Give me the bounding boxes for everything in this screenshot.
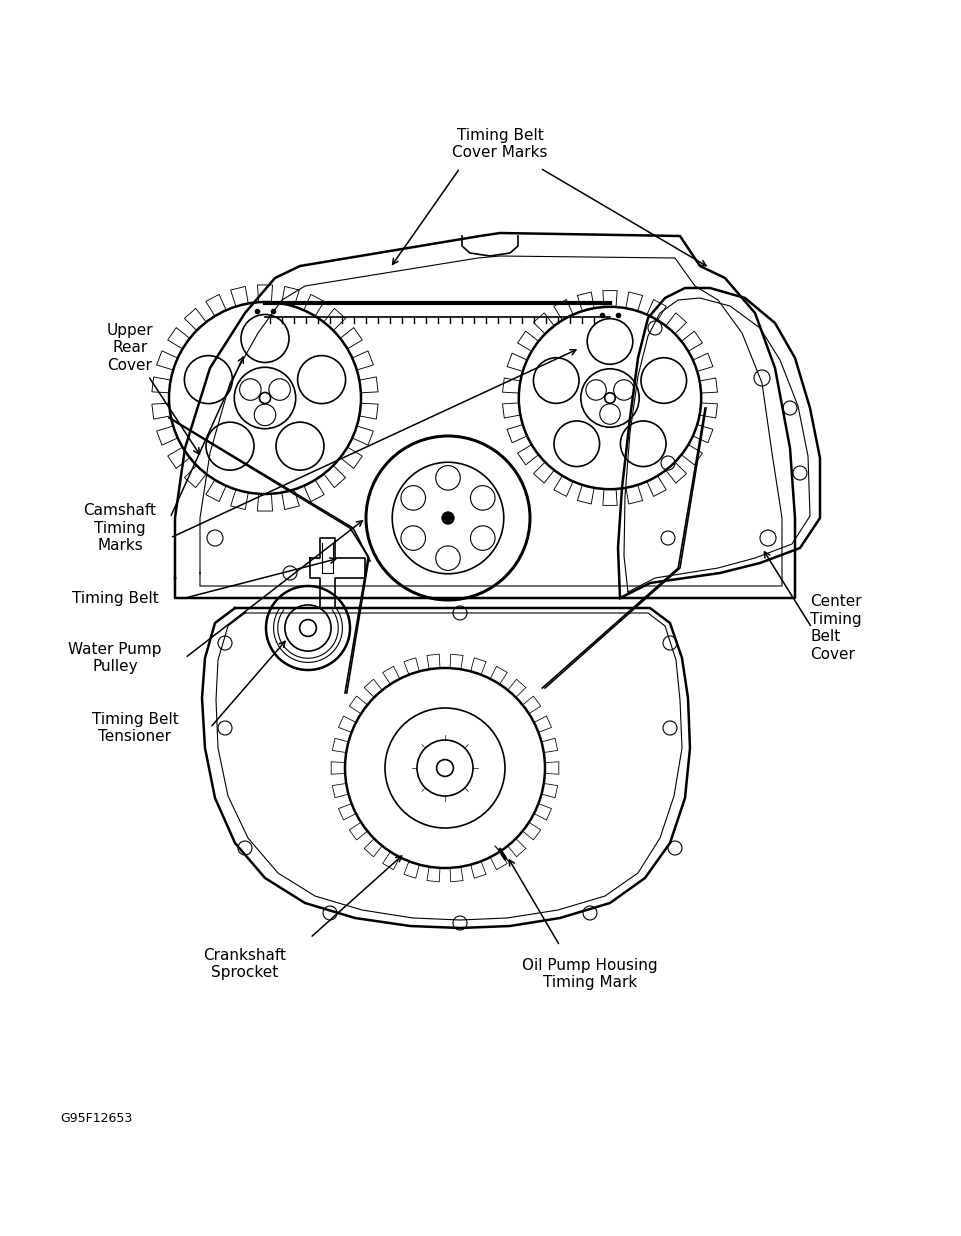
Circle shape bbox=[614, 379, 634, 400]
Text: Center
Timing
Belt
Cover: Center Timing Belt Cover bbox=[810, 595, 862, 661]
Circle shape bbox=[668, 840, 682, 855]
Circle shape bbox=[661, 456, 675, 470]
Circle shape bbox=[663, 637, 677, 650]
Circle shape bbox=[266, 586, 350, 670]
Circle shape bbox=[205, 370, 221, 386]
Circle shape bbox=[238, 840, 252, 855]
Text: Timing Belt
Tensioner: Timing Belt Tensioner bbox=[91, 712, 179, 744]
Circle shape bbox=[259, 393, 271, 403]
Circle shape bbox=[185, 356, 233, 404]
Circle shape bbox=[218, 637, 232, 650]
Circle shape bbox=[554, 421, 600, 466]
Circle shape bbox=[471, 486, 495, 510]
Circle shape bbox=[586, 379, 606, 400]
Circle shape bbox=[441, 512, 455, 525]
Text: G95F12653: G95F12653 bbox=[60, 1111, 133, 1125]
Circle shape bbox=[206, 423, 254, 470]
Circle shape bbox=[783, 400, 797, 415]
Text: Oil Pump Housing
Timing Mark: Oil Pump Housing Timing Mark bbox=[522, 958, 658, 990]
Circle shape bbox=[583, 906, 597, 920]
Circle shape bbox=[435, 546, 460, 571]
Circle shape bbox=[239, 378, 261, 400]
Circle shape bbox=[653, 371, 667, 384]
Circle shape bbox=[533, 357, 579, 403]
Circle shape bbox=[793, 466, 807, 480]
Text: Timing Belt
Cover Marks: Timing Belt Cover Marks bbox=[453, 129, 548, 161]
Circle shape bbox=[604, 393, 615, 403]
Circle shape bbox=[453, 916, 467, 929]
Circle shape bbox=[453, 606, 467, 620]
Circle shape bbox=[401, 525, 426, 550]
Circle shape bbox=[760, 530, 776, 546]
Circle shape bbox=[754, 370, 770, 386]
Circle shape bbox=[207, 530, 223, 546]
Circle shape bbox=[587, 319, 632, 365]
Circle shape bbox=[436, 760, 454, 776]
Text: Water Pump
Pulley: Water Pump Pulley bbox=[68, 641, 161, 674]
Circle shape bbox=[269, 378, 290, 400]
Text: Crankshaft
Sprocket: Crankshaft Sprocket bbox=[204, 948, 286, 980]
Text: Upper
Rear
Cover: Upper Rear Cover bbox=[107, 323, 200, 455]
Circle shape bbox=[241, 314, 289, 362]
Circle shape bbox=[283, 566, 297, 580]
Circle shape bbox=[435, 466, 460, 491]
Circle shape bbox=[255, 404, 276, 425]
Circle shape bbox=[641, 357, 686, 403]
Circle shape bbox=[323, 906, 337, 920]
Circle shape bbox=[471, 525, 495, 550]
Circle shape bbox=[663, 721, 677, 735]
Circle shape bbox=[284, 604, 332, 651]
Circle shape bbox=[600, 404, 620, 424]
Text: Timing Belt: Timing Belt bbox=[72, 591, 159, 606]
Circle shape bbox=[621, 421, 666, 466]
Circle shape bbox=[273, 606, 287, 620]
Circle shape bbox=[648, 321, 662, 335]
Circle shape bbox=[300, 619, 316, 637]
Text: Camshaft
Timing
Marks: Camshaft Timing Marks bbox=[84, 503, 157, 552]
Circle shape bbox=[276, 423, 324, 470]
Circle shape bbox=[298, 356, 346, 404]
Circle shape bbox=[401, 486, 426, 510]
Circle shape bbox=[661, 531, 675, 545]
Circle shape bbox=[218, 721, 232, 735]
Polygon shape bbox=[310, 538, 365, 608]
